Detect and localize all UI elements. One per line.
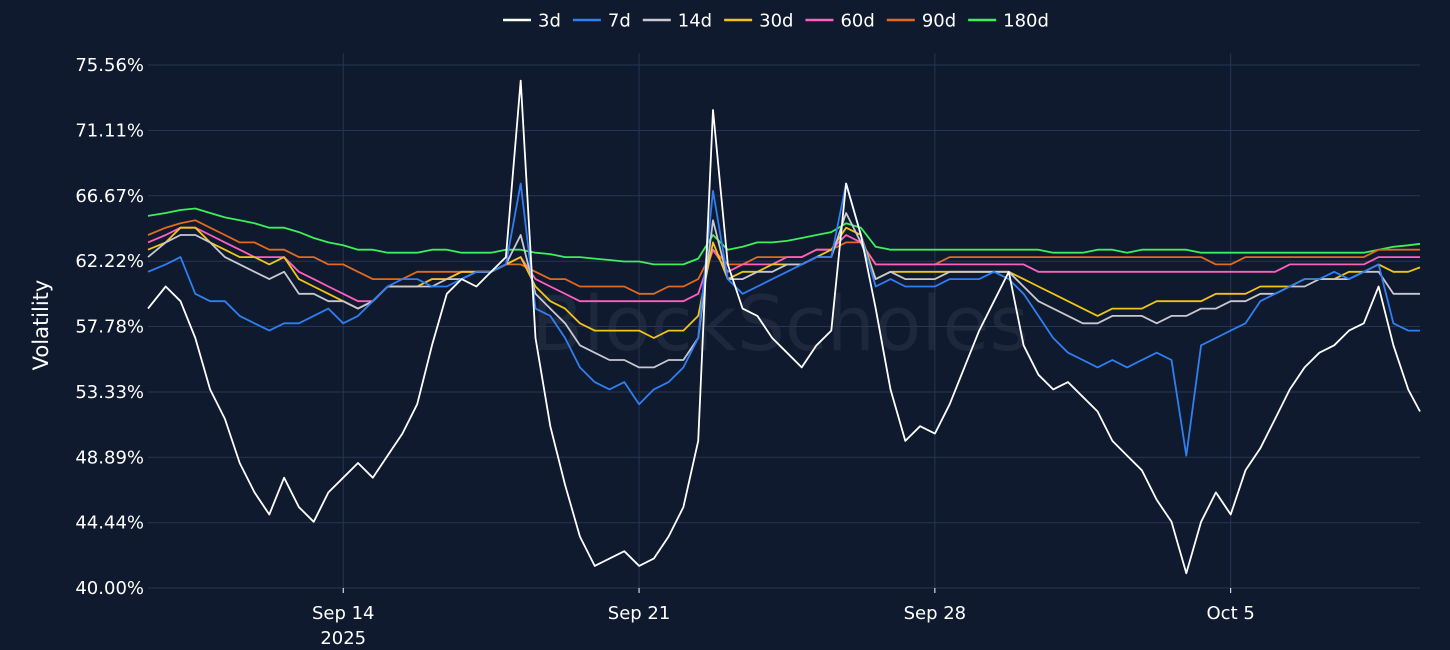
legend-label: 3d [538,11,561,32]
y-axis-title: Volatility [29,280,53,371]
x-axis-ticks: Sep 14 2025 Sep 21 Sep 28 Oct 5 [312,588,1255,649]
y-tick-label: 66.67% [75,186,144,207]
legend-item-90d[interactable]: 90d [886,11,956,32]
series-lines [147,79,1421,575]
y-tick-label: 75.56% [75,55,144,76]
y-tick-label: 48.89% [75,447,144,468]
legend-item-3d[interactable]: 3d [503,11,561,32]
legend-label: 180d [1003,11,1049,32]
x-tick-label: Sep 14 [312,603,375,624]
series-line-180d [147,207,1421,266]
legend-label: 7d [608,11,631,32]
legend[interactable]: 3d 7d 14d 30d 60d 90d 180d [503,11,1049,32]
x-tick-label: Sep 28 [904,603,967,624]
y-tick-label: 40.00% [75,578,144,599]
series-line-7d [147,182,1420,457]
legend-item-30d[interactable]: 30d [724,11,793,32]
legend-item-180d[interactable]: 180d [968,11,1049,32]
y-tick-label: 57.78% [75,317,144,338]
series-line-3d [147,79,1421,575]
x-tick-label: Oct 5 [1207,603,1255,624]
watermark: BlockScholes [531,279,1029,368]
y-tick-label: 44.44% [75,513,144,534]
gridlines [148,53,1420,589]
series-line-60d [147,226,1420,303]
legend-label: 30d [759,11,793,32]
legend-item-60d[interactable]: 60d [805,11,875,32]
x-tick-label: Sep 21 [608,603,671,624]
legend-label: 90d [922,11,956,32]
y-tick-label: 53.33% [75,382,144,403]
y-tick-label: 71.11% [75,120,144,141]
legend-item-7d[interactable]: 7d [572,11,631,32]
y-tick-label: 62.22% [75,251,144,272]
legend-label: 60d [840,11,874,32]
legend-label: 14d [678,11,712,32]
x-tick-sublabel: 2025 [320,628,366,649]
legend-item-14d[interactable]: 14d [642,11,712,32]
y-axis-ticks: 40.00% 44.44% 48.89% 53.33% 57.78% 62.22% 66.6… [75,55,144,599]
series-line-14d [147,212,1420,369]
